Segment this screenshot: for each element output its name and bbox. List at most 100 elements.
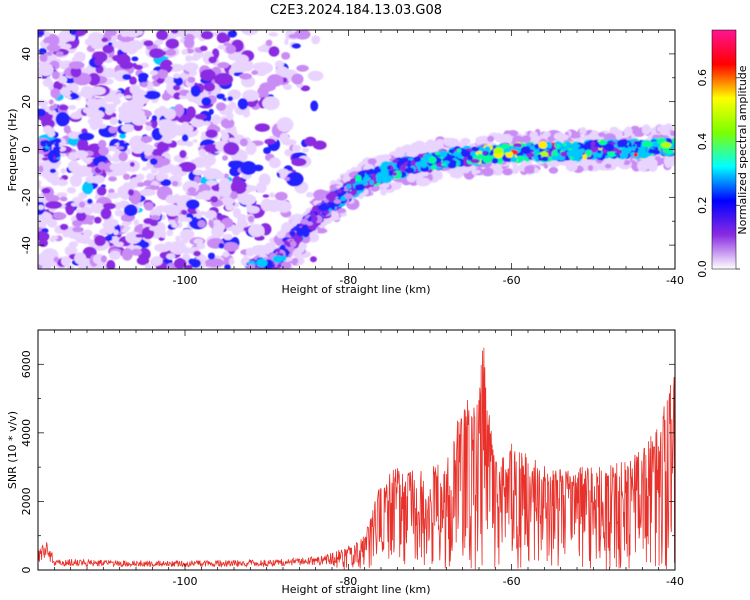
heatmap-cell <box>118 151 128 162</box>
heatmap-cell <box>133 89 148 96</box>
heatmap-cell <box>136 173 145 181</box>
heatmap-cell <box>196 213 202 219</box>
heatmap-cell <box>598 139 608 146</box>
heatmap-cell <box>149 118 158 129</box>
heatmap-cell <box>54 138 62 144</box>
heatmap-cell <box>228 160 245 169</box>
heatmap-cell <box>38 258 49 266</box>
heatmap-cell <box>74 252 87 265</box>
heatmap-cell <box>85 175 98 184</box>
heatmap-cell <box>475 156 479 159</box>
heatmap-cell <box>144 90 161 100</box>
heatmap-cell <box>621 145 632 154</box>
heatmap-cell <box>49 237 56 243</box>
heatmap-cell <box>223 173 229 179</box>
heatmap-cell <box>471 146 478 152</box>
heatmap-cell <box>294 30 311 40</box>
heatmap-cell <box>161 134 171 143</box>
heatmap-cell <box>160 173 169 180</box>
heatmap-cell <box>52 212 67 220</box>
heatmap-cell <box>399 157 408 163</box>
heatmap-cell <box>205 258 225 268</box>
heatmap-cell <box>83 158 91 164</box>
heatmap-cell <box>154 39 164 46</box>
heatmap-cell <box>450 155 456 159</box>
heatmap-cell <box>184 33 195 42</box>
heatmap-cell <box>117 105 128 114</box>
heatmap-cell <box>237 214 247 224</box>
heatmap-cell <box>199 190 214 201</box>
heatmap-cell <box>60 168 67 174</box>
heatmap-ylabel: Frequency (Hz) <box>6 109 19 192</box>
heatmap-cell <box>55 51 64 57</box>
heatmap-cell <box>42 125 53 135</box>
heatmap-cell <box>211 48 220 59</box>
heatmap-cell <box>46 44 61 52</box>
heatmap-cell <box>248 263 256 269</box>
heatmap-cell <box>165 195 178 204</box>
heatmap-cell <box>263 284 270 292</box>
heatmap-cell <box>53 80 63 91</box>
heatmap-cell <box>253 272 261 277</box>
heatmap-cell <box>135 234 143 238</box>
heatmap-cell <box>165 204 181 217</box>
heatmap-cell <box>381 182 390 189</box>
heatmap-cell <box>225 203 235 211</box>
heatmap-cell <box>660 141 672 149</box>
heatmap-cell <box>168 165 182 174</box>
heatmap-cell <box>202 153 216 167</box>
heatmap-cell <box>50 88 61 99</box>
heatmap-cell <box>116 92 123 98</box>
heatmap-cell <box>193 175 201 185</box>
heatmap-cell <box>185 54 193 62</box>
heatmap-cell <box>102 202 116 210</box>
heatmap-cell <box>636 160 649 172</box>
heatmap-cell <box>415 161 422 167</box>
heatmap-cell <box>250 271 260 276</box>
heatmap-cell <box>78 201 86 208</box>
heatmap-cell <box>663 155 675 167</box>
heatmap-cell <box>582 154 588 160</box>
colorbar-ticks: 0.0 0.2 0.4 0.6 <box>696 69 740 278</box>
heatmap-cell <box>114 209 125 217</box>
heatmap-cell <box>542 131 551 138</box>
heatmap-cell <box>228 101 237 110</box>
heatmap-cell <box>622 159 631 166</box>
heatmap-cell <box>588 132 597 141</box>
heatmap-cell <box>256 258 268 268</box>
snr-panel: -100 -80 -60 -40 0 2000 4000 6000 Height of str… <box>6 329 684 596</box>
heatmap-cell <box>265 269 271 275</box>
heatmap-cell <box>355 180 361 185</box>
heatmap-cell <box>199 211 206 216</box>
heatmap-cell <box>446 169 455 174</box>
heatmap-cell <box>149 215 161 221</box>
heatmap-cell <box>122 73 132 81</box>
heatmap-cell <box>311 215 318 223</box>
y-tick-label: 6000 <box>20 350 33 378</box>
heatmap-cell <box>87 109 105 120</box>
heatmap-cell <box>512 135 524 145</box>
heatmap-cell <box>302 147 309 153</box>
heatmap-cell <box>179 150 187 159</box>
heatmap-cell <box>510 157 518 163</box>
heatmap-cell <box>406 174 417 183</box>
heatmap-cell <box>285 172 304 187</box>
heatmap-cell <box>237 98 249 110</box>
heatmap-cell <box>180 228 195 240</box>
heatmap-cell <box>250 270 257 273</box>
heatmap-cell <box>218 242 225 249</box>
heatmap-cell <box>194 113 207 120</box>
heatmap-cell <box>265 63 272 69</box>
heatmap-cell <box>184 140 194 147</box>
heatmap-cell <box>254 123 270 132</box>
heatmap-cell <box>336 208 347 214</box>
heatmap-cell <box>146 173 155 181</box>
heatmap-cell <box>172 73 181 79</box>
snr-series-line <box>38 347 675 570</box>
heatmap-cell <box>317 203 330 212</box>
heatmap-cell <box>51 71 60 80</box>
heatmap-cell <box>89 215 95 220</box>
heatmap-cell <box>284 38 289 46</box>
heatmap-cell <box>149 219 159 227</box>
heatmap-cell <box>69 92 78 98</box>
